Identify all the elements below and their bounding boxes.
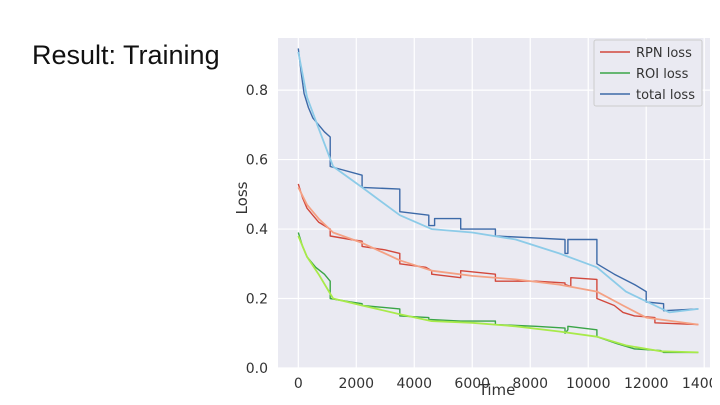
- legend-label-total: total loss: [636, 88, 695, 103]
- x-tick-label: 4000: [396, 376, 432, 392]
- x-axis-label: Time: [478, 381, 516, 399]
- x-tick-label: 10000: [566, 376, 611, 392]
- legend-label-rpn: RPN loss: [636, 46, 692, 61]
- legend: RPN loss ROI loss total loss: [593, 39, 703, 107]
- x-tick-label: 8000: [512, 376, 548, 392]
- y-tick-label: 0.6: [246, 153, 268, 169]
- slide-title: Result: Training: [32, 40, 220, 70]
- series-line-rpn-loss-smoothed: [297, 186, 699, 326]
- x-tick-label: 2000: [338, 376, 374, 392]
- tick-labels: 0 2000 4000 6000 8000 10000 12000 14000 0.0 0.2 0.…: [246, 83, 712, 392]
- y-tick-label: 0.8: [246, 83, 268, 99]
- x-tick-label: 12000: [624, 376, 669, 392]
- series-line-total-loss: [297, 48, 699, 312]
- y-tick-label: 0.2: [246, 292, 268, 308]
- x-tick-label: 14000: [682, 376, 712, 392]
- y-tick-label: 0.4: [246, 222, 268, 238]
- loss-chart: 0 2000 4000 6000 8000 10000 12000 14000 0.0 0.2 0.…: [233, 38, 712, 399]
- legend-box: [593, 39, 703, 107]
- y-axis-label: Loss: [233, 181, 251, 214]
- x-tick-label: 6000: [454, 376, 490, 392]
- legend-label-roi: ROI loss: [636, 67, 689, 82]
- series-layer: [297, 48, 699, 354]
- x-tick-label: 0: [294, 376, 303, 392]
- series-line-roi-loss-smoothed: [297, 235, 699, 354]
- y-tick-label: 0.0: [246, 361, 268, 377]
- series-line-total-loss-smoothed: [297, 51, 699, 314]
